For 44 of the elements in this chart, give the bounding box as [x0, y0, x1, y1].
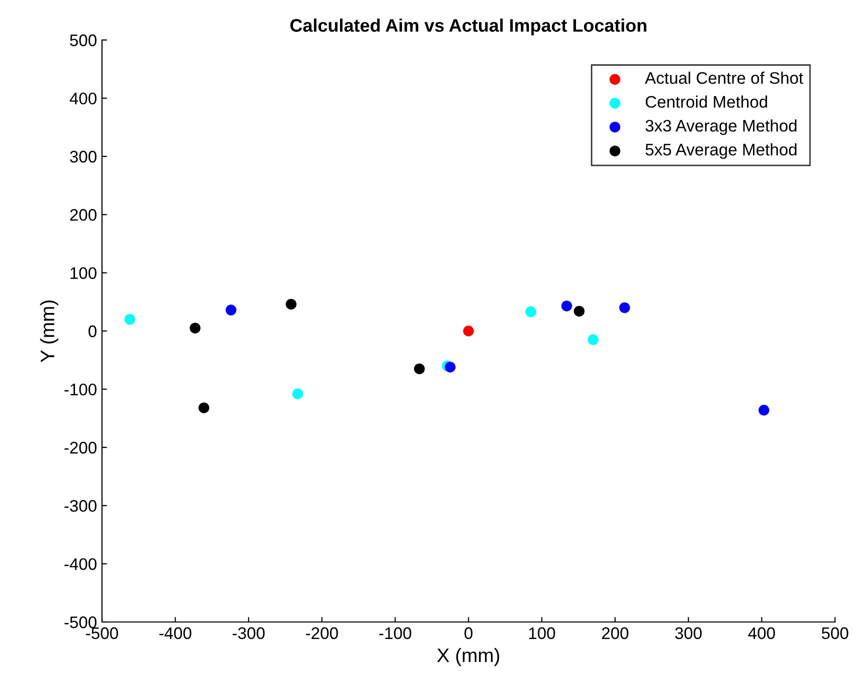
- y-axis-title: Y (mm): [40, 300, 58, 362]
- point: [525, 306, 536, 318]
- chart-title: Calculated Aim vs Actual Impact Location: [290, 18, 646, 36]
- x-tick-label: -400: [159, 627, 192, 640]
- legend-label: 5x5 Average Method: [646, 143, 796, 159]
- y-tick-label: 200: [70, 209, 96, 221]
- point: [619, 302, 630, 314]
- x-tick-label: -200: [306, 627, 338, 640]
- point: [574, 306, 585, 317]
- x-axis-title: X (mm): [437, 648, 500, 666]
- x-tick-label: -300: [232, 627, 265, 640]
- y-tick-label: -300: [64, 500, 96, 512]
- x-tick-label: 0: [464, 627, 472, 640]
- point: [561, 300, 572, 312]
- y-tick-label: 0: [88, 325, 96, 338]
- point: [124, 314, 136, 325]
- point: [190, 322, 200, 334]
- point: [444, 362, 456, 372]
- x-tick-label: 400: [748, 627, 775, 640]
- y-tick-label: 100: [70, 267, 96, 280]
- point: [588, 334, 598, 346]
- x-tick-label: 200: [602, 627, 628, 640]
- point: [292, 388, 304, 400]
- y-tick-label: -100: [64, 384, 96, 396]
- x-tick-label: 100: [529, 627, 556, 640]
- point: [226, 304, 236, 316]
- point: [414, 363, 425, 374]
- x-tick-label: 500: [822, 627, 848, 640]
- y-tick-label: 300: [70, 150, 96, 163]
- point: [198, 402, 210, 414]
- legend-label: 3x3 Average Method: [646, 119, 796, 135]
- x-tick-label: -100: [379, 627, 412, 640]
- y-tick-label: -200: [64, 442, 96, 454]
- point: [463, 326, 474, 336]
- y-tick-label: 400: [70, 92, 96, 104]
- y-tick-label: 500: [70, 34, 96, 46]
- legend-label: Actual Centre of Shot: [644, 72, 804, 84]
- y-tick-label: -400: [64, 558, 96, 570]
- point: [758, 404, 770, 416]
- point: [286, 298, 296, 310]
- x-tick-label: 300: [675, 627, 702, 640]
- y-tick-label: -500: [64, 616, 96, 628]
- x-tick-label: -500: [86, 627, 118, 640]
- legend-label: Centroid Method: [646, 96, 768, 108]
